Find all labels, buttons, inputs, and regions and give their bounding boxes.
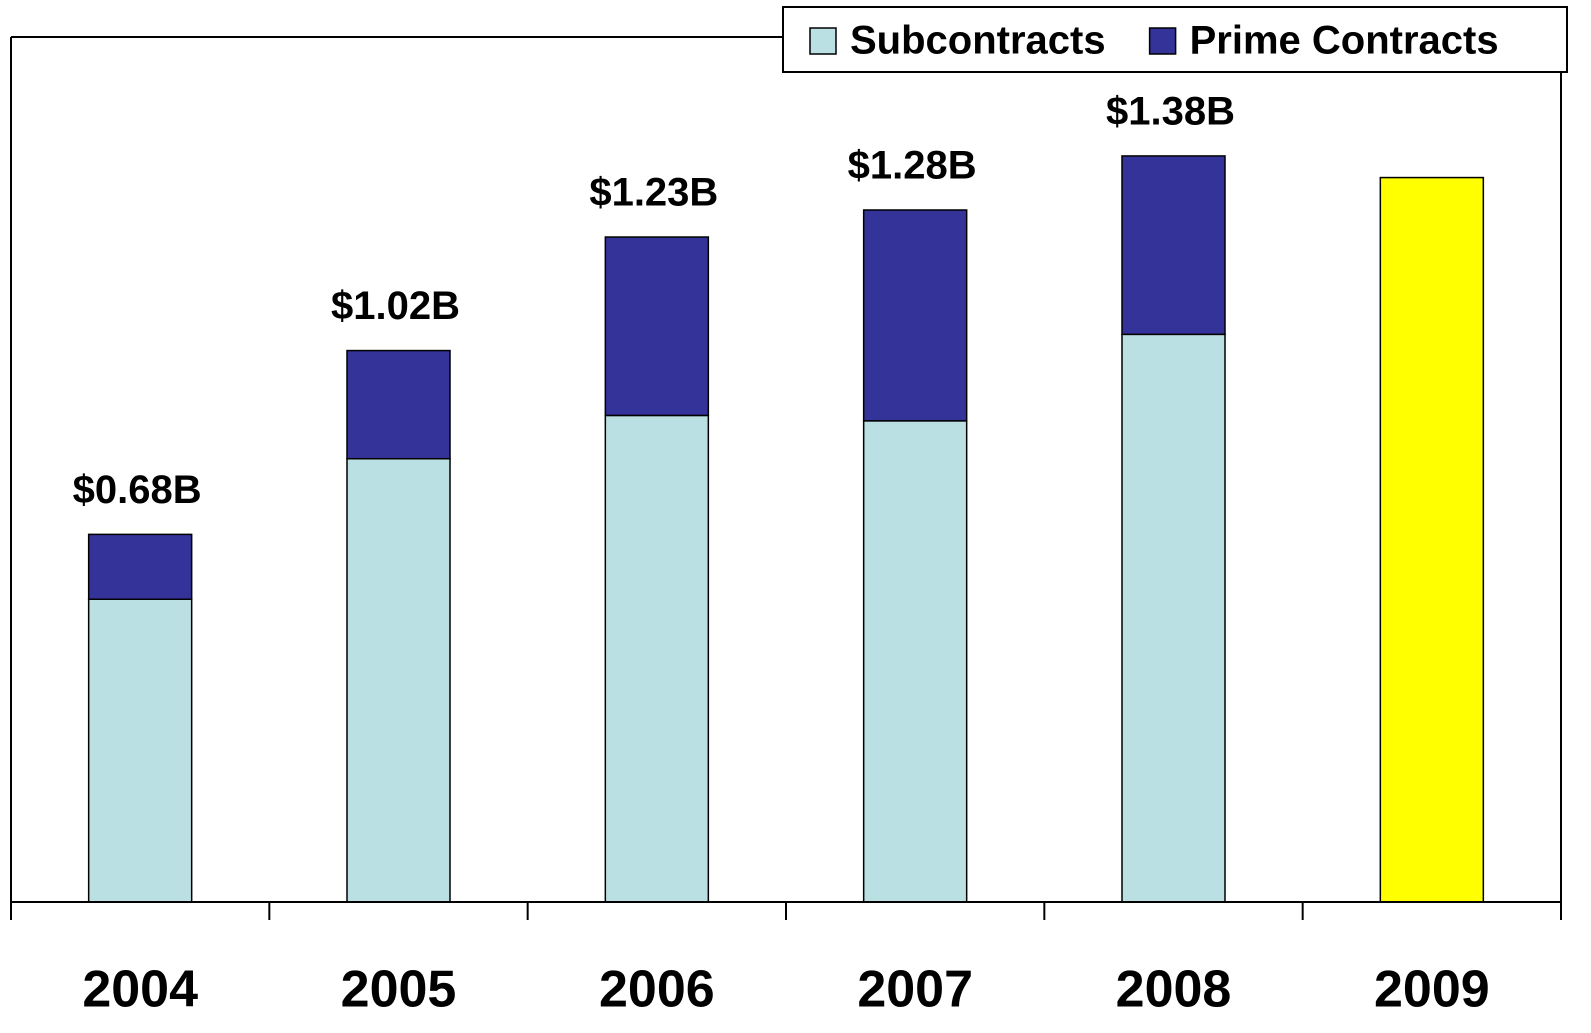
x-tick-label: 2005 [341, 961, 457, 1019]
bar-segment [1379, 176, 1485, 903]
legend-label: Subcontracts [850, 19, 1106, 63]
bar-segment [1121, 155, 1226, 336]
total-label: $1.38B [1106, 90, 1235, 134]
total-label: $0.68B [73, 468, 202, 512]
bar-segment [87, 533, 193, 600]
x-tick-label: 2009 [1374, 961, 1490, 1019]
legend-label: Prime Contracts [1190, 19, 1499, 63]
x-tick-label: 2006 [599, 961, 715, 1019]
bar-segment [87, 598, 193, 903]
total-label: $1.28B [848, 144, 977, 188]
x-tick-label: 2007 [857, 961, 973, 1019]
legend-swatch [809, 27, 837, 55]
bar-segment [862, 209, 968, 422]
total-label: $1.02B [331, 284, 460, 328]
legend-swatch [1148, 27, 1177, 55]
bar-segment [346, 457, 451, 903]
x-tick-label: 2008 [1116, 961, 1232, 1019]
bar-segment [346, 349, 451, 460]
bar-segment [604, 414, 710, 903]
bar-segment [1121, 333, 1226, 903]
total-label: $1.23B [589, 171, 718, 215]
bar-segment [604, 236, 710, 417]
bar-segment [862, 420, 968, 903]
x-tick-label: 2004 [82, 961, 198, 1019]
